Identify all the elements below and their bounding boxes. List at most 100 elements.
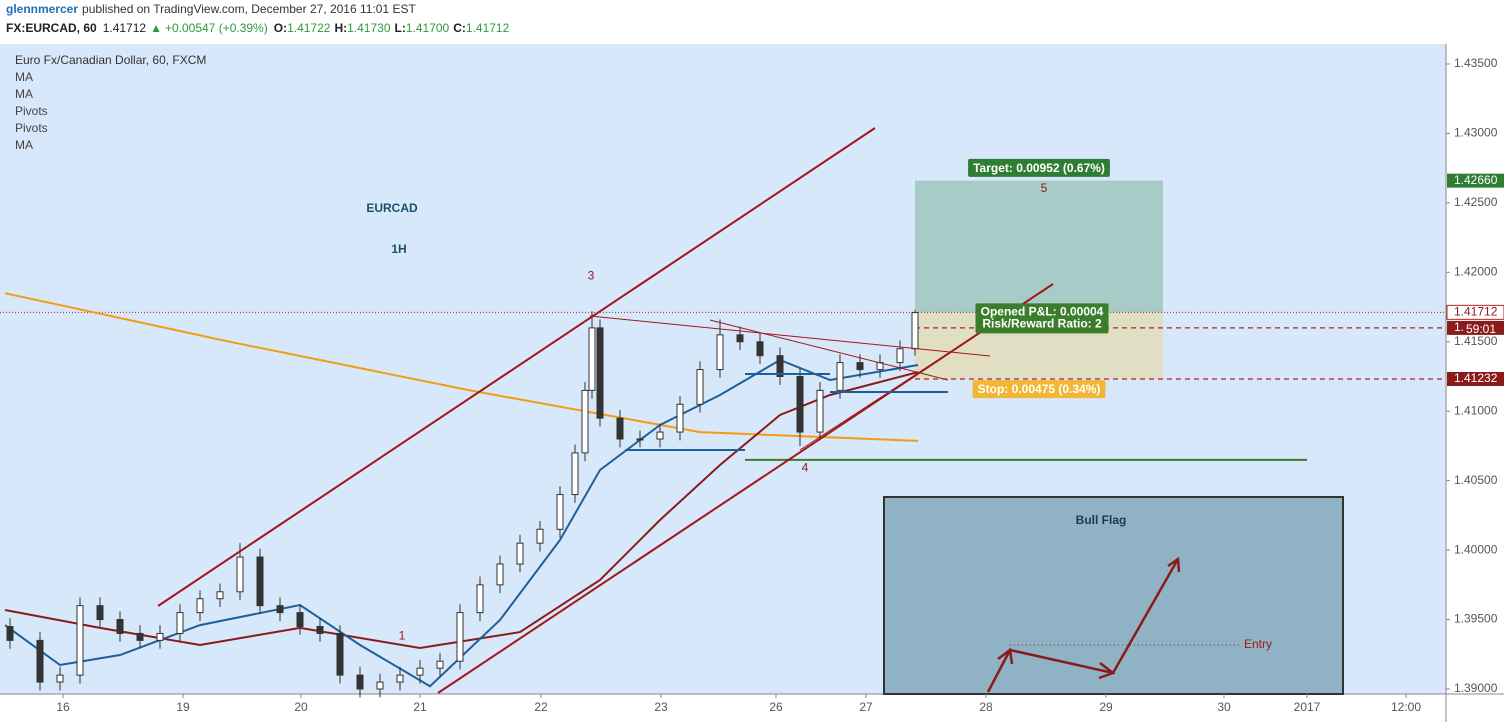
price-label: 1.41712 — [1454, 305, 1498, 319]
x-tick-label: 28 — [979, 700, 993, 714]
candle-body — [616, 417, 624, 440]
candle-body — [436, 660, 444, 669]
published: published on TradingView.com, December 2… — [82, 2, 416, 16]
candle-body — [6, 626, 14, 641]
x-tick-label: 20 — [294, 700, 308, 714]
candle-body — [136, 632, 144, 641]
entry-label: Entry — [1244, 637, 1272, 651]
stop-label: Stop: 0.00475 (0.34%) — [972, 380, 1106, 399]
price-label-bg — [1447, 320, 1504, 335]
candle-body — [656, 431, 664, 440]
candle-body — [36, 639, 44, 683]
candle-body — [236, 556, 244, 593]
change: +0.00547 (+0.39%) — [165, 21, 268, 35]
candle-body — [856, 362, 864, 371]
header-line-2: FX:EURCAD, 60 1.41712 ▲ +0.00547 (+0.39%) O:… — [6, 21, 510, 35]
candle-body — [796, 376, 804, 433]
candle-body — [416, 667, 424, 676]
y-tick-label: 1.43500 — [1454, 56, 1498, 70]
candle-body — [816, 389, 824, 433]
x-tick-label: 23 — [654, 700, 668, 714]
stop-label-text: Stop: 0.00475 (0.34%) — [978, 382, 1101, 396]
y-tick-label: 1.42500 — [1454, 195, 1498, 209]
inset-box — [883, 496, 1344, 695]
candle-body — [256, 556, 264, 607]
price-label: 1.41232 — [1454, 371, 1498, 385]
candle-body — [476, 584, 484, 614]
author: glennmercer — [6, 2, 78, 16]
pnl-label: Opened P&L: 0.00004 — [981, 305, 1104, 319]
price-label: 1. — [1454, 320, 1464, 334]
candle-body — [736, 334, 744, 343]
bull-flag-box: Bull Flag Entry — [883, 496, 1344, 695]
candle-body — [296, 612, 304, 627]
candle-body — [316, 626, 324, 634]
y-tick-label: 1.43000 — [1454, 126, 1498, 140]
headline: 1H — [391, 242, 406, 256]
target-zone — [915, 180, 1163, 313]
change-arrow: ▲ — [150, 21, 162, 35]
candle-body — [756, 341, 764, 357]
candle-body — [276, 605, 284, 614]
y-tick-label: 1.39500 — [1454, 612, 1498, 626]
candle-body — [376, 681, 384, 690]
x-tick-label: 2017 — [1294, 700, 1321, 714]
candle-body — [536, 528, 544, 544]
x-tick-label: 19 — [176, 700, 190, 714]
target-label-bg — [968, 158, 1110, 177]
candle-body — [176, 612, 184, 634]
ohlc-label: C: — [453, 21, 466, 35]
trend-line — [709, 319, 949, 381]
stop-label-bg — [972, 380, 1106, 399]
ohlc-label: O: — [274, 21, 287, 35]
candle-body — [716, 334, 724, 371]
legend-entry: MA — [15, 70, 33, 84]
header-line-1: glennmercer published on TradingView.com,… — [6, 2, 416, 16]
candle-body — [516, 542, 524, 565]
y-tick-label: 1.39000 — [1454, 681, 1498, 695]
candle-body — [596, 327, 604, 419]
ohlc-value: 1.41712 — [466, 21, 510, 35]
x-tick-label: 16 — [56, 700, 70, 714]
wave-label: 4 — [802, 460, 809, 474]
ohlc-value: 1.41722 — [287, 21, 331, 35]
headline: EURCAD — [366, 201, 418, 215]
last-price: 1.41712 — [103, 21, 147, 35]
price-label-bg — [1446, 304, 1504, 320]
pnl-box-bg — [975, 303, 1109, 334]
wave-label: 1 — [399, 628, 406, 642]
candle-body — [496, 563, 504, 586]
x-tick-label: 27 — [859, 700, 873, 714]
trend-line — [157, 127, 876, 607]
trend-line — [589, 315, 991, 357]
legend-entry: Pivots — [15, 104, 48, 118]
legend-entry: Pivots — [15, 121, 48, 135]
wave-label: 5 — [1041, 181, 1048, 195]
moving-average — [4, 358, 919, 688]
moving-average — [4, 371, 919, 650]
x-tick-label: 22 — [534, 700, 548, 714]
target-label-text: Target: 0.00952 (0.67%) — [973, 161, 1105, 175]
price-label-bg — [1447, 372, 1504, 386]
ohlc-label: H: — [334, 21, 347, 35]
x-tick-label: 30 — [1217, 700, 1231, 714]
candle-body — [696, 369, 704, 405]
candle-body — [116, 619, 124, 634]
moving-average — [4, 292, 919, 442]
candle-body — [156, 632, 164, 641]
candle-body — [56, 674, 64, 683]
ohlc-value: 1.41700 — [406, 21, 450, 35]
x-tick-label: 21 — [413, 700, 427, 714]
x-tick-label: 26 — [769, 700, 783, 714]
flag-arrow — [986, 558, 1180, 693]
candle-body — [196, 598, 204, 614]
candle-body — [456, 612, 464, 662]
y-tick-label: 1.41500 — [1454, 334, 1498, 348]
arrow-head — [1167, 556, 1181, 573]
ohlc-label: L: — [395, 21, 406, 35]
price-label-bg — [1447, 173, 1504, 188]
wave-label: 3 — [588, 269, 595, 283]
ohlc-value: 1.41730 — [347, 21, 391, 35]
